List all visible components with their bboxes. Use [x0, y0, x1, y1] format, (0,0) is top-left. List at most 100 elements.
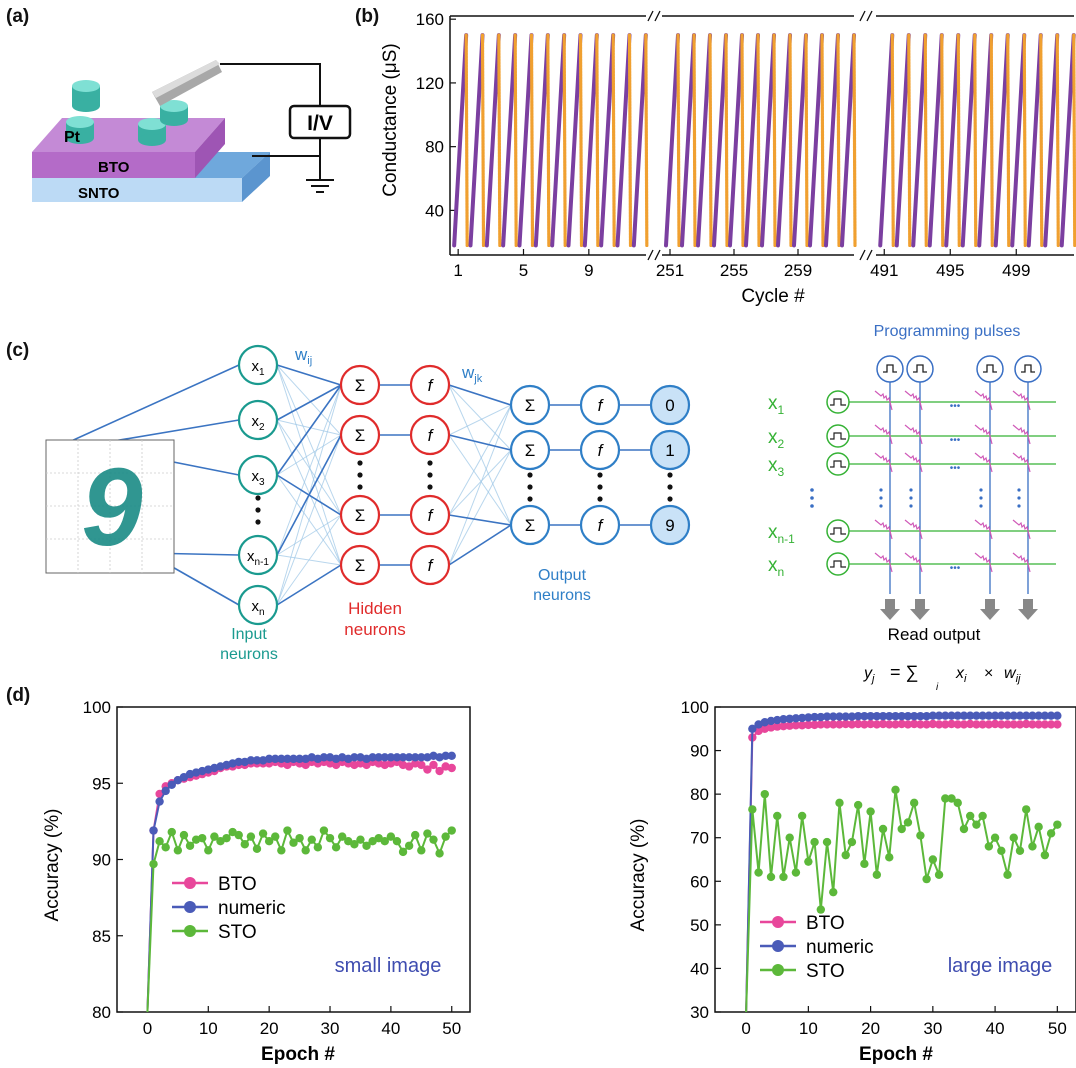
d1-data-point: [234, 830, 243, 840]
d1-data-point: [374, 753, 383, 762]
weight-connection: [276, 419, 342, 436]
d2-plot-frame: [714, 706, 1076, 1013]
potentiation-sweep: [977, 33, 994, 248]
d1-data-point: [398, 753, 408, 762]
output-sum-neuron-label: Σ: [525, 396, 536, 415]
output-sum-neuron-label: Σ: [525, 441, 536, 460]
network-nodes: x1 x2 x3 xn-1 xn Σ f Σ f Σ f Σ f Σ f 0 Σ f 1 Σ f 9: [237, 344, 691, 626]
depression-sweep: [740, 33, 745, 248]
memristor-device: [974, 424, 993, 445]
d2-data-point: [984, 711, 994, 720]
read-arrow-head: [980, 609, 1000, 620]
ellipsis-dot: [527, 484, 533, 490]
d2-data-point: [797, 721, 807, 730]
d1-ylabel: Accuracy (%): [42, 809, 63, 922]
d1-x-tick-label: 20: [260, 1019, 279, 1038]
input-neuron: [237, 534, 279, 576]
ellipsis-dot: [427, 472, 433, 478]
input-caption-line1: Input: [231, 626, 267, 643]
d2-data-point: [984, 842, 994, 851]
depression-sweep: [1039, 33, 1044, 248]
d1-data-point: [356, 835, 365, 844]
pixel-connection: [161, 560, 240, 606]
column-ellipsis-dot: [1017, 496, 1021, 500]
d2-data-point: [878, 719, 888, 729]
panel-label-d: (d): [6, 685, 31, 706]
read-arrow-icon: [885, 599, 895, 609]
d1-data-point: [435, 849, 444, 858]
depression-sweep: [546, 33, 551, 248]
d2-data-point: [897, 711, 906, 721]
d1-data-point: [161, 786, 170, 796]
potentiation-sweep: [631, 33, 648, 248]
panel-label-b: (b): [355, 6, 380, 27]
potentiation-sweep: [1059, 33, 1076, 248]
depression-sweep: [1006, 33, 1011, 248]
d2-data-point: [810, 712, 819, 722]
d2-data-point: [804, 720, 813, 730]
input-pulse-icon: [826, 390, 850, 414]
memristor-device: [1012, 552, 1031, 573]
d1-data-point: [289, 754, 298, 764]
d2-data-point: [990, 833, 1000, 842]
pulse-source-icon: [1014, 355, 1042, 383]
d2-data-point: [847, 837, 857, 847]
d2-data-point: [947, 711, 956, 720]
memristor-device: [904, 552, 923, 573]
d1-data-point: [380, 753, 389, 762]
d2-data-point: [748, 724, 757, 733]
d2-data-point: [872, 711, 882, 721]
d2-data-point: [953, 798, 962, 808]
row-ellipsis-dot: [810, 488, 814, 492]
crossbar-row-label: xn: [768, 555, 784, 579]
potentiation-sweep: [468, 33, 485, 248]
d2-y-tick-label: 90: [690, 742, 709, 761]
depression-sweep: [627, 33, 633, 248]
d1-data-point: [368, 753, 377, 762]
d1-data-point: [149, 826, 158, 835]
d2-data-point: [822, 720, 832, 729]
d2-data-point: [1053, 820, 1062, 829]
weight-connection: [276, 419, 342, 566]
d2-data-point: [1046, 720, 1056, 729]
depression-sweep: [611, 33, 616, 248]
depression-sweep: [708, 33, 713, 248]
d1-y-tick-label: 85: [92, 927, 111, 946]
column-ellipsis-dot: [879, 488, 883, 492]
d2-data-point: [804, 857, 813, 866]
d2-data-point: [903, 711, 913, 721]
hidden-activation-neuron: [409, 494, 451, 536]
weighted-sum-equation: yj = ∑ i xi × wij: [863, 662, 1021, 690]
d1-data-point: [307, 835, 316, 844]
d2-data-point: [978, 720, 987, 729]
d2-data-point: [754, 868, 763, 877]
d2-x-tick-label: 10: [799, 1019, 818, 1038]
weight-connection: [448, 384, 512, 451]
depression-sweep: [890, 33, 895, 248]
d2-y-tick-label: 30: [690, 1003, 709, 1022]
potentiation-sweep: [744, 33, 760, 248]
d2-series-line: [745, 789, 1059, 1013]
accuracy-chart-small: 80 85 90 95 100 0 10 20 30 40 50 BTO numeric STO Accu…: [42, 698, 471, 1065]
d1-x-tick-label: 0: [143, 1019, 152, 1038]
row-ellipsis: •••: [950, 401, 961, 412]
weight-connection: [448, 434, 512, 526]
pt-electrode-1: [72, 80, 100, 112]
weight-connection: [448, 449, 512, 566]
d1-data-point: [167, 827, 176, 837]
d2-data-point: [773, 811, 782, 821]
crossbar-array: Programming pulses x1 ••• x2 ••• x3 ••• xn-1 xn…: [768, 323, 1056, 690]
weight-connection: [448, 404, 512, 516]
potentiation-sweep: [566, 33, 583, 248]
b-x-tick-label: 251: [656, 261, 684, 280]
d2-x-tick-label: 20: [861, 1019, 880, 1038]
d2-data-point: [947, 719, 956, 729]
d2-data-point: [872, 720, 882, 729]
d2-data-point: [773, 715, 782, 725]
memristor-device: [1012, 452, 1031, 473]
d2-x-tick-label: 40: [986, 1019, 1005, 1038]
ellipsis-dot: [255, 519, 261, 525]
d2-data-point: [822, 712, 832, 721]
d2-data-point: [885, 853, 894, 862]
d2-y-tick-label: 70: [690, 829, 709, 848]
